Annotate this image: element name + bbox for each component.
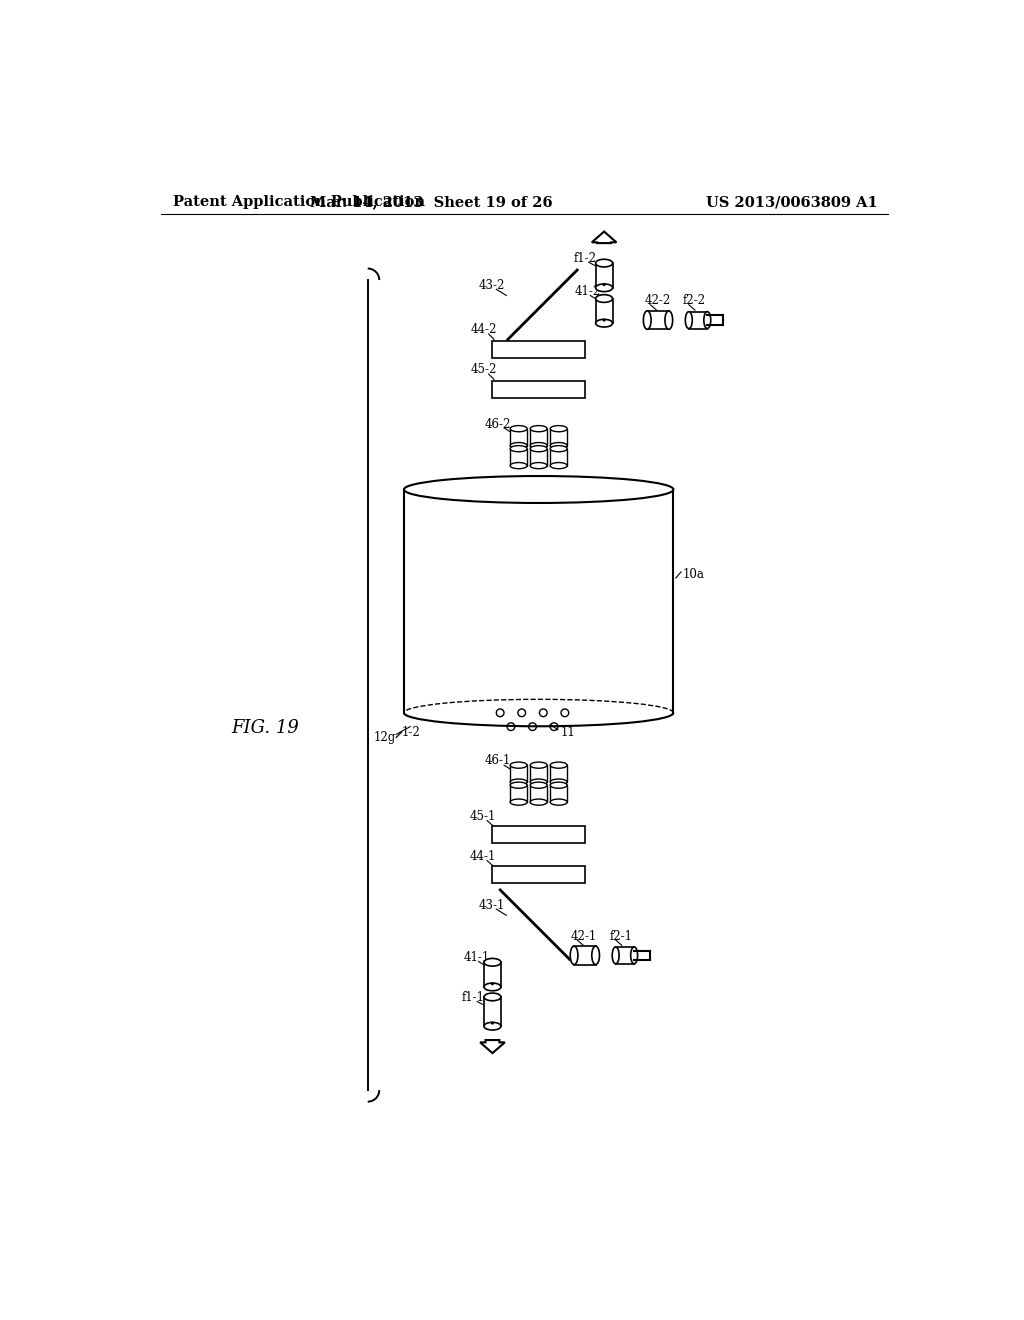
Text: 42-2: 42-2 [644,294,671,308]
Ellipse shape [510,779,527,785]
Circle shape [490,982,494,985]
Ellipse shape [550,425,567,432]
Ellipse shape [596,259,612,267]
Ellipse shape [530,425,547,432]
Ellipse shape [596,319,612,327]
Ellipse shape [484,983,501,991]
Text: 43-2: 43-2 [478,279,505,292]
Ellipse shape [550,762,567,768]
Bar [550,449,567,466]
Bar [647,312,669,330]
Ellipse shape [510,446,527,451]
Text: 1-2: 1-2 [401,726,420,739]
Text: 12g: 12g [374,731,396,744]
Ellipse shape [612,946,620,964]
Bar [550,766,567,781]
Ellipse shape [510,781,527,788]
Bar [550,429,567,446]
Ellipse shape [530,762,547,768]
Ellipse shape [484,993,501,1001]
Bar [574,946,596,965]
Bar [484,997,501,1026]
Ellipse shape [530,781,547,788]
Ellipse shape [510,425,527,432]
Ellipse shape [643,312,651,330]
Text: 41-1: 41-1 [463,952,489,964]
Bar [615,946,634,964]
Ellipse shape [403,477,674,503]
Circle shape [602,318,605,322]
Ellipse shape [703,312,711,329]
Bar [493,341,585,358]
Bar [493,381,585,397]
Ellipse shape [665,312,673,330]
Bar [596,298,612,323]
Ellipse shape [592,946,599,965]
Ellipse shape [530,779,547,785]
Bar [510,785,527,803]
Bar [484,962,501,987]
Bar [550,785,567,803]
Text: 42-1: 42-1 [571,929,597,942]
Text: FIG. 19: FIG. 19 [231,719,299,737]
Circle shape [490,1022,494,1024]
Ellipse shape [510,462,527,469]
Ellipse shape [550,462,567,469]
Bar [510,449,527,466]
Ellipse shape [570,946,578,965]
Text: 10a: 10a [683,568,705,581]
Text: 45-1: 45-1 [469,810,496,824]
Bar [530,429,547,446]
Ellipse shape [596,284,612,292]
Ellipse shape [510,442,527,449]
Text: Mar. 14, 2013  Sheet 19 of 26: Mar. 14, 2013 Sheet 19 of 26 [309,195,552,210]
Bar [510,429,527,446]
Ellipse shape [550,799,567,805]
Ellipse shape [484,958,501,966]
Ellipse shape [550,781,567,788]
Bar [689,312,708,329]
Text: f1-2: f1-2 [573,252,596,265]
Ellipse shape [510,762,527,768]
Text: 45-2: 45-2 [471,363,498,376]
Bar [493,866,585,883]
Ellipse shape [530,446,547,451]
Text: f2-2: f2-2 [683,294,706,308]
Circle shape [602,284,605,286]
Ellipse shape [530,462,547,469]
Text: f2-1: f2-1 [609,929,633,942]
Ellipse shape [484,1022,501,1030]
Ellipse shape [596,294,612,302]
Text: US 2013/0063809 A1: US 2013/0063809 A1 [706,195,878,210]
Text: 43-1: 43-1 [478,899,505,912]
Text: 41-2: 41-2 [574,285,601,298]
Bar [596,263,612,288]
Ellipse shape [631,946,638,964]
Ellipse shape [550,446,567,451]
Text: 46-2: 46-2 [484,417,511,430]
Bar [530,449,547,466]
Ellipse shape [510,799,527,805]
Bar [530,785,547,803]
Text: 44-2: 44-2 [471,323,498,335]
Ellipse shape [530,442,547,449]
Text: Patent Application Publication: Patent Application Publication [173,195,425,210]
Bar [493,826,585,843]
Text: 11: 11 [560,726,574,739]
Ellipse shape [550,442,567,449]
Ellipse shape [685,312,692,329]
Bar [510,766,527,781]
Text: 46-1: 46-1 [484,754,511,767]
Text: f1-1: f1-1 [462,991,484,1005]
Ellipse shape [550,779,567,785]
Ellipse shape [530,799,547,805]
Bar [530,766,547,781]
Text: 44-1: 44-1 [469,850,496,863]
